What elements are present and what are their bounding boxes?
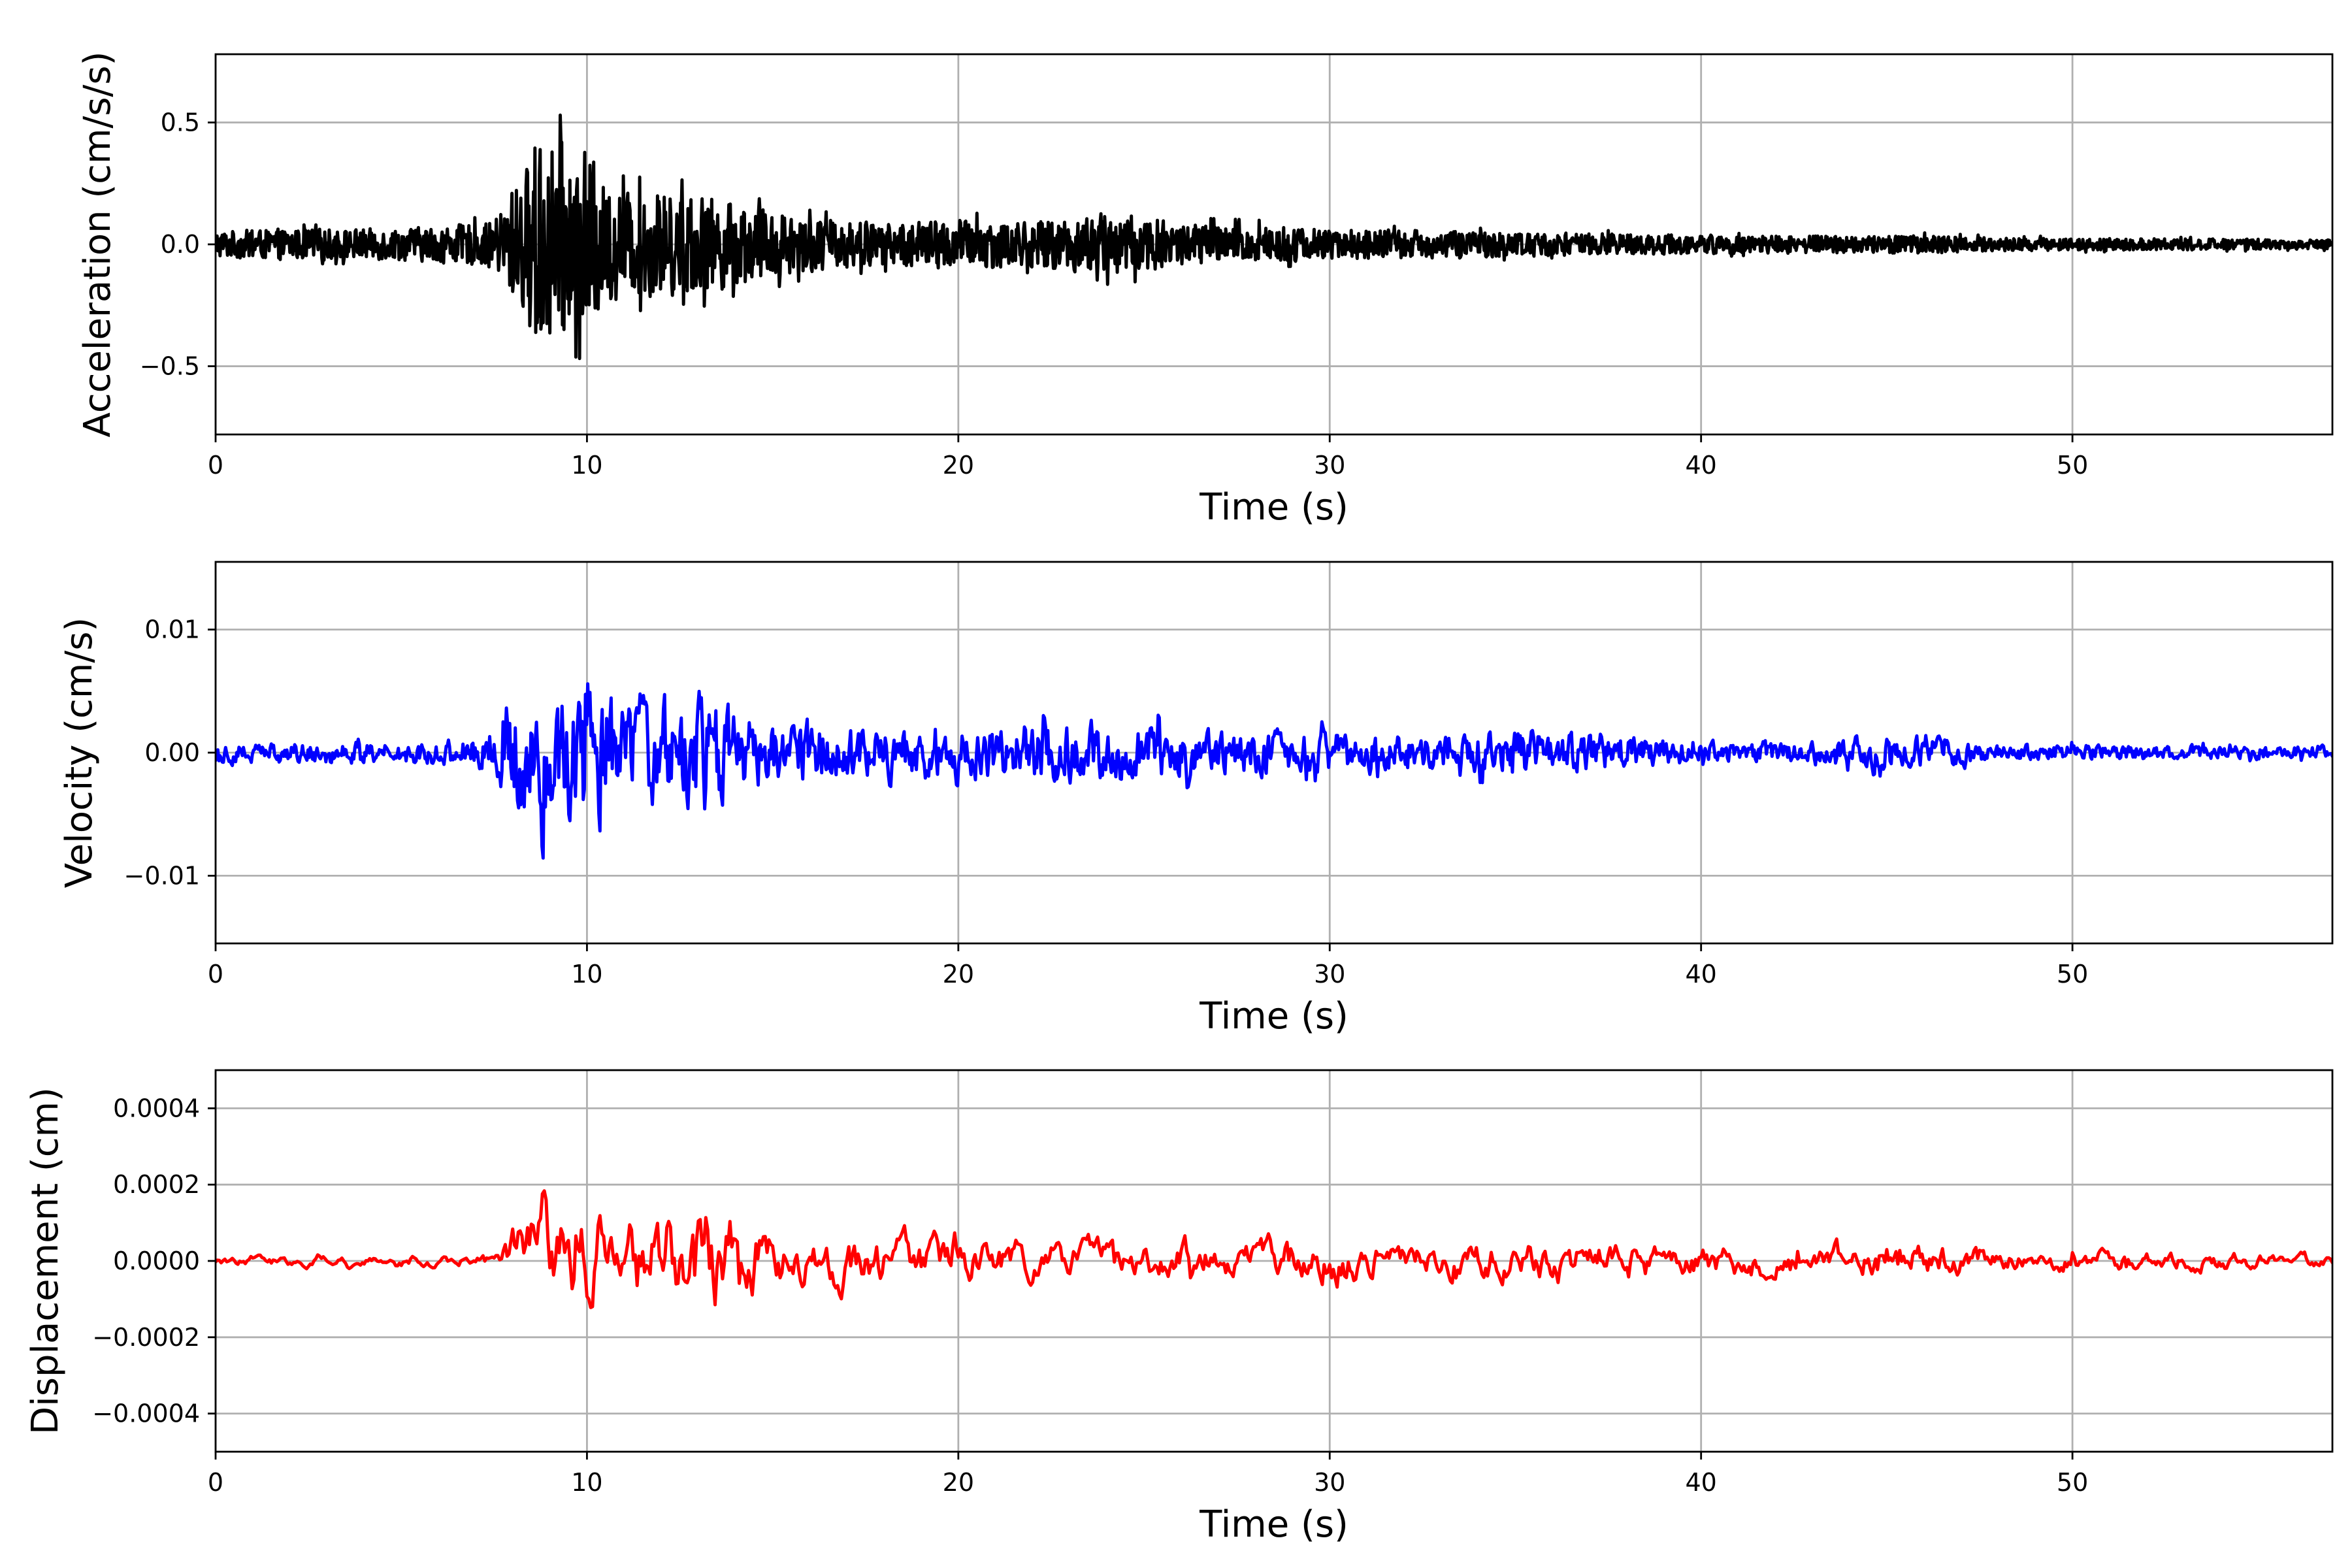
acceleration-xtick-label: 50 — [2057, 451, 2088, 480]
displacement-xtick-label: 40 — [1686, 1468, 1717, 1497]
displacement-xtick-label: 30 — [1314, 1468, 1345, 1497]
velocity-xtick-label: 30 — [1314, 960, 1345, 988]
displacement-ytick-label: −0.0002 — [92, 1323, 200, 1352]
acceleration-xtick-label: 40 — [1686, 451, 1717, 480]
displacement-panel: Displacement (cm) Time (s) 0 10 20 30 40 50 −0… — [24, 1069, 2334, 1546]
velocity-xtick-label: 50 — [2057, 960, 2088, 988]
velocity-xtick-label: 0 — [208, 960, 223, 988]
acceleration-xtick-label: 30 — [1314, 451, 1345, 480]
acceleration-xlabel: Time (s) — [1199, 486, 1348, 529]
displacement-xtick-label: 20 — [943, 1468, 974, 1497]
velocity-trace — [216, 682, 2332, 860]
displacement-ytick-label: 0.0002 — [113, 1170, 200, 1199]
displacement-ylabel: Displacement (cm) — [24, 1087, 67, 1435]
velocity-panel: Velocity (cm/s) Time (s) 0 10 20 30 40 50 −0.0… — [58, 561, 2334, 1037]
displacement-trace — [216, 1189, 2332, 1309]
acceleration-panel: Acceleration (cm/s/s) Time (s) 0 10 20 30 40… — [76, 52, 2334, 529]
velocity-ytick-label: 0.01 — [144, 615, 200, 644]
displacement-xlabel: Time (s) — [1199, 1503, 1348, 1546]
acceleration-ytick-label: 0.5 — [161, 108, 200, 137]
velocity-xtick-label: 10 — [571, 960, 602, 988]
acceleration-xtick-label: 20 — [943, 451, 974, 480]
acceleration-xtick-label: 10 — [571, 451, 602, 480]
velocity-ylabel: Velocity (cm/s) — [58, 617, 101, 889]
displacement-xtick-label: 0 — [208, 1468, 223, 1497]
acceleration-ytick-label: −0.5 — [140, 352, 200, 381]
velocity-ytick-label: 0.00 — [144, 738, 200, 767]
displacement-xtick-label: 10 — [571, 1468, 602, 1497]
acceleration-ylabel: Acceleration (cm/s/s) — [76, 52, 119, 438]
velocity-xlabel: Time (s) — [1199, 995, 1348, 1037]
velocity-xtick-label: 20 — [943, 960, 974, 988]
acceleration-ytick-label: 0.0 — [161, 230, 200, 259]
velocity-ytick-label: −0.01 — [124, 861, 200, 890]
displacement-ytick-label: 0.0000 — [113, 1247, 200, 1275]
displacement-xtick-label: 50 — [2057, 1468, 2088, 1497]
velocity-xtick-label: 40 — [1686, 960, 1717, 988]
displacement-ytick-label: 0.0004 — [113, 1094, 200, 1122]
displacement-ytick-label: −0.0004 — [92, 1399, 200, 1428]
acceleration-xtick-label: 0 — [208, 451, 223, 480]
acceleration-trace — [216, 113, 2332, 361]
